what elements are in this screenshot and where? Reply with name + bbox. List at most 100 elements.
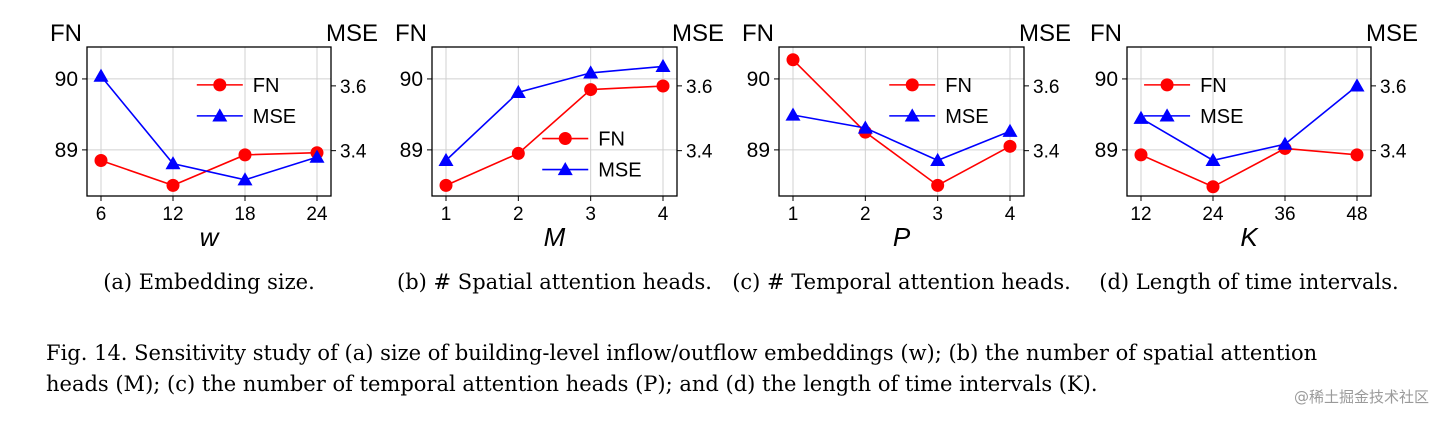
mse-point [237, 172, 253, 186]
fn-point [1003, 139, 1017, 153]
x-tick-label: 3 [932, 204, 943, 225]
mse-point [930, 152, 946, 166]
legend-label-fn: FN [1200, 75, 1227, 97]
legend: FN MSE [889, 75, 989, 128]
figure-caption: Fig. 14. Sensitivity study of (a) size o… [46, 338, 1431, 400]
mse-point [510, 84, 526, 98]
x-tick-label: 6 [96, 204, 107, 225]
legend-label-fn: FN [945, 75, 972, 97]
mse-point [583, 65, 599, 79]
legend-marker-fn [213, 78, 227, 92]
legend-marker-mse [557, 162, 573, 176]
legend: FN MSE [1144, 75, 1243, 128]
x-tick-label: 24 [306, 204, 328, 225]
series-line-mse [1140, 85, 1358, 162]
legend-label-mse: MSE [945, 106, 988, 128]
y-right-tick-label: 3.6 [1033, 77, 1059, 98]
y-left-tick-label: 89 [747, 139, 770, 162]
mse-point [1133, 110, 1149, 124]
y-left-tick-label: 90 [747, 68, 770, 91]
mse-point [93, 68, 109, 82]
y-left-tick-label: 89 [1095, 139, 1118, 162]
fn-point [931, 178, 945, 192]
chart-panel-2: 1 2 3 4 89 90 3.4 3.6 FN MSE M FN MSE (b) # Spatial a… [395, 20, 724, 294]
fn-point [1206, 180, 1220, 194]
chart-panel-4: 12 24 36 48 89 90 3.4 3.6 FN MSE K FN MSE (d) Length … [1090, 20, 1418, 294]
series-line-mse [792, 114, 1011, 162]
legend-marker-fn [905, 78, 919, 92]
watermark: @稀土掘金技术社区 [1293, 388, 1429, 406]
legend-marker-mse [212, 108, 228, 122]
figure-caption-line-1: Fig. 14. Sensitivity study of (a) size o… [46, 341, 1318, 365]
mse-point [438, 152, 454, 166]
y-right-tick-label: 3.4 [1380, 142, 1407, 163]
x-axis-title: w [200, 222, 221, 252]
y-right-tick-label: 3.4 [686, 142, 713, 163]
y-right-tick-label: 3.4 [340, 142, 367, 163]
y-left-tick-label: 89 [400, 139, 423, 162]
x-tick-label: 4 [1005, 204, 1016, 225]
mse-point [785, 107, 801, 121]
legend-marker-fn [1160, 78, 1174, 92]
mse-point [1277, 136, 1293, 150]
mse-point [857, 120, 873, 134]
subfigure-caption: (d) Length of time intervals. [1099, 270, 1398, 294]
fn-point [238, 148, 252, 162]
mse-point [655, 58, 671, 73]
y-right-tick-label: 3.6 [1380, 77, 1406, 98]
subfigure-caption: (b) # Spatial attention heads. [397, 270, 712, 294]
fn-point [1350, 148, 1364, 162]
fn-point [166, 178, 180, 192]
series-line-fn [100, 151, 318, 187]
series-line-mse [100, 75, 318, 181]
mse-point [165, 156, 181, 170]
legend: FN MSE [542, 129, 642, 182]
legend-label-fn: FN [253, 75, 280, 97]
x-tick-label: 12 [1130, 204, 1151, 225]
x-tick-label: 2 [860, 204, 871, 225]
x-tick-label: 36 [1274, 204, 1295, 225]
chart-panel-1: 6 12 18 24 89 90 3.4 3.6 FN MSE w FN MSE (a) Embeddin… [50, 20, 378, 294]
x-axis-title: P [893, 222, 911, 252]
legend: FN MSE [196, 75, 296, 128]
x-tick-label: 18 [234, 204, 255, 225]
plot-frame [86, 46, 332, 197]
y-left-tick-label: 90 [55, 68, 78, 91]
chart-panel-3: 1 2 3 4 89 90 3.4 3.6 FN MSE P FN MSE (c) # Temporal … [732, 20, 1071, 294]
y-left-tick-label: 90 [1095, 68, 1118, 91]
y-left-axis-title: FN [395, 20, 427, 47]
x-tick-label: 1 [441, 204, 452, 225]
series-line-fn [1140, 147, 1358, 188]
legend-marker-mse [904, 108, 920, 122]
series-line-fn [445, 85, 664, 187]
legend-marker-fn [558, 132, 572, 146]
plot-frame [778, 46, 1025, 197]
x-tick-label: 2 [513, 204, 524, 225]
y-right-axis-title: MSE [672, 20, 724, 47]
x-tick-label: 48 [1346, 204, 1367, 225]
legend-label-fn: FN [598, 129, 625, 151]
plot-frame [431, 46, 678, 197]
mse-point [1349, 78, 1365, 92]
y-right-axis-title: MSE [326, 20, 378, 47]
mse-point [1002, 123, 1018, 137]
x-tick-label: 3 [585, 204, 596, 225]
series-line-mse [445, 65, 664, 161]
y-right-axis-title: MSE [1366, 20, 1418, 47]
x-tick-label: 24 [1202, 204, 1224, 225]
legend-label-mse: MSE [598, 160, 641, 182]
subfigure-caption: (c) # Temporal attention heads. [732, 270, 1071, 294]
y-left-axis-title: FN [742, 20, 774, 47]
x-tick-label: 12 [162, 204, 183, 225]
x-tick-label: 4 [658, 204, 669, 225]
legend-label-mse: MSE [253, 106, 296, 128]
y-right-tick-label: 3.6 [686, 77, 712, 98]
y-left-tick-label: 90 [400, 68, 423, 91]
figure-caption-line-2: heads (M); (c) the number of temporal at… [46, 372, 1098, 396]
y-left-tick-label: 89 [55, 139, 78, 162]
legend-label-mse: MSE [1200, 106, 1243, 128]
fn-point [94, 154, 108, 168]
y-left-axis-title: FN [1090, 20, 1122, 47]
x-tick-label: 1 [788, 204, 799, 225]
